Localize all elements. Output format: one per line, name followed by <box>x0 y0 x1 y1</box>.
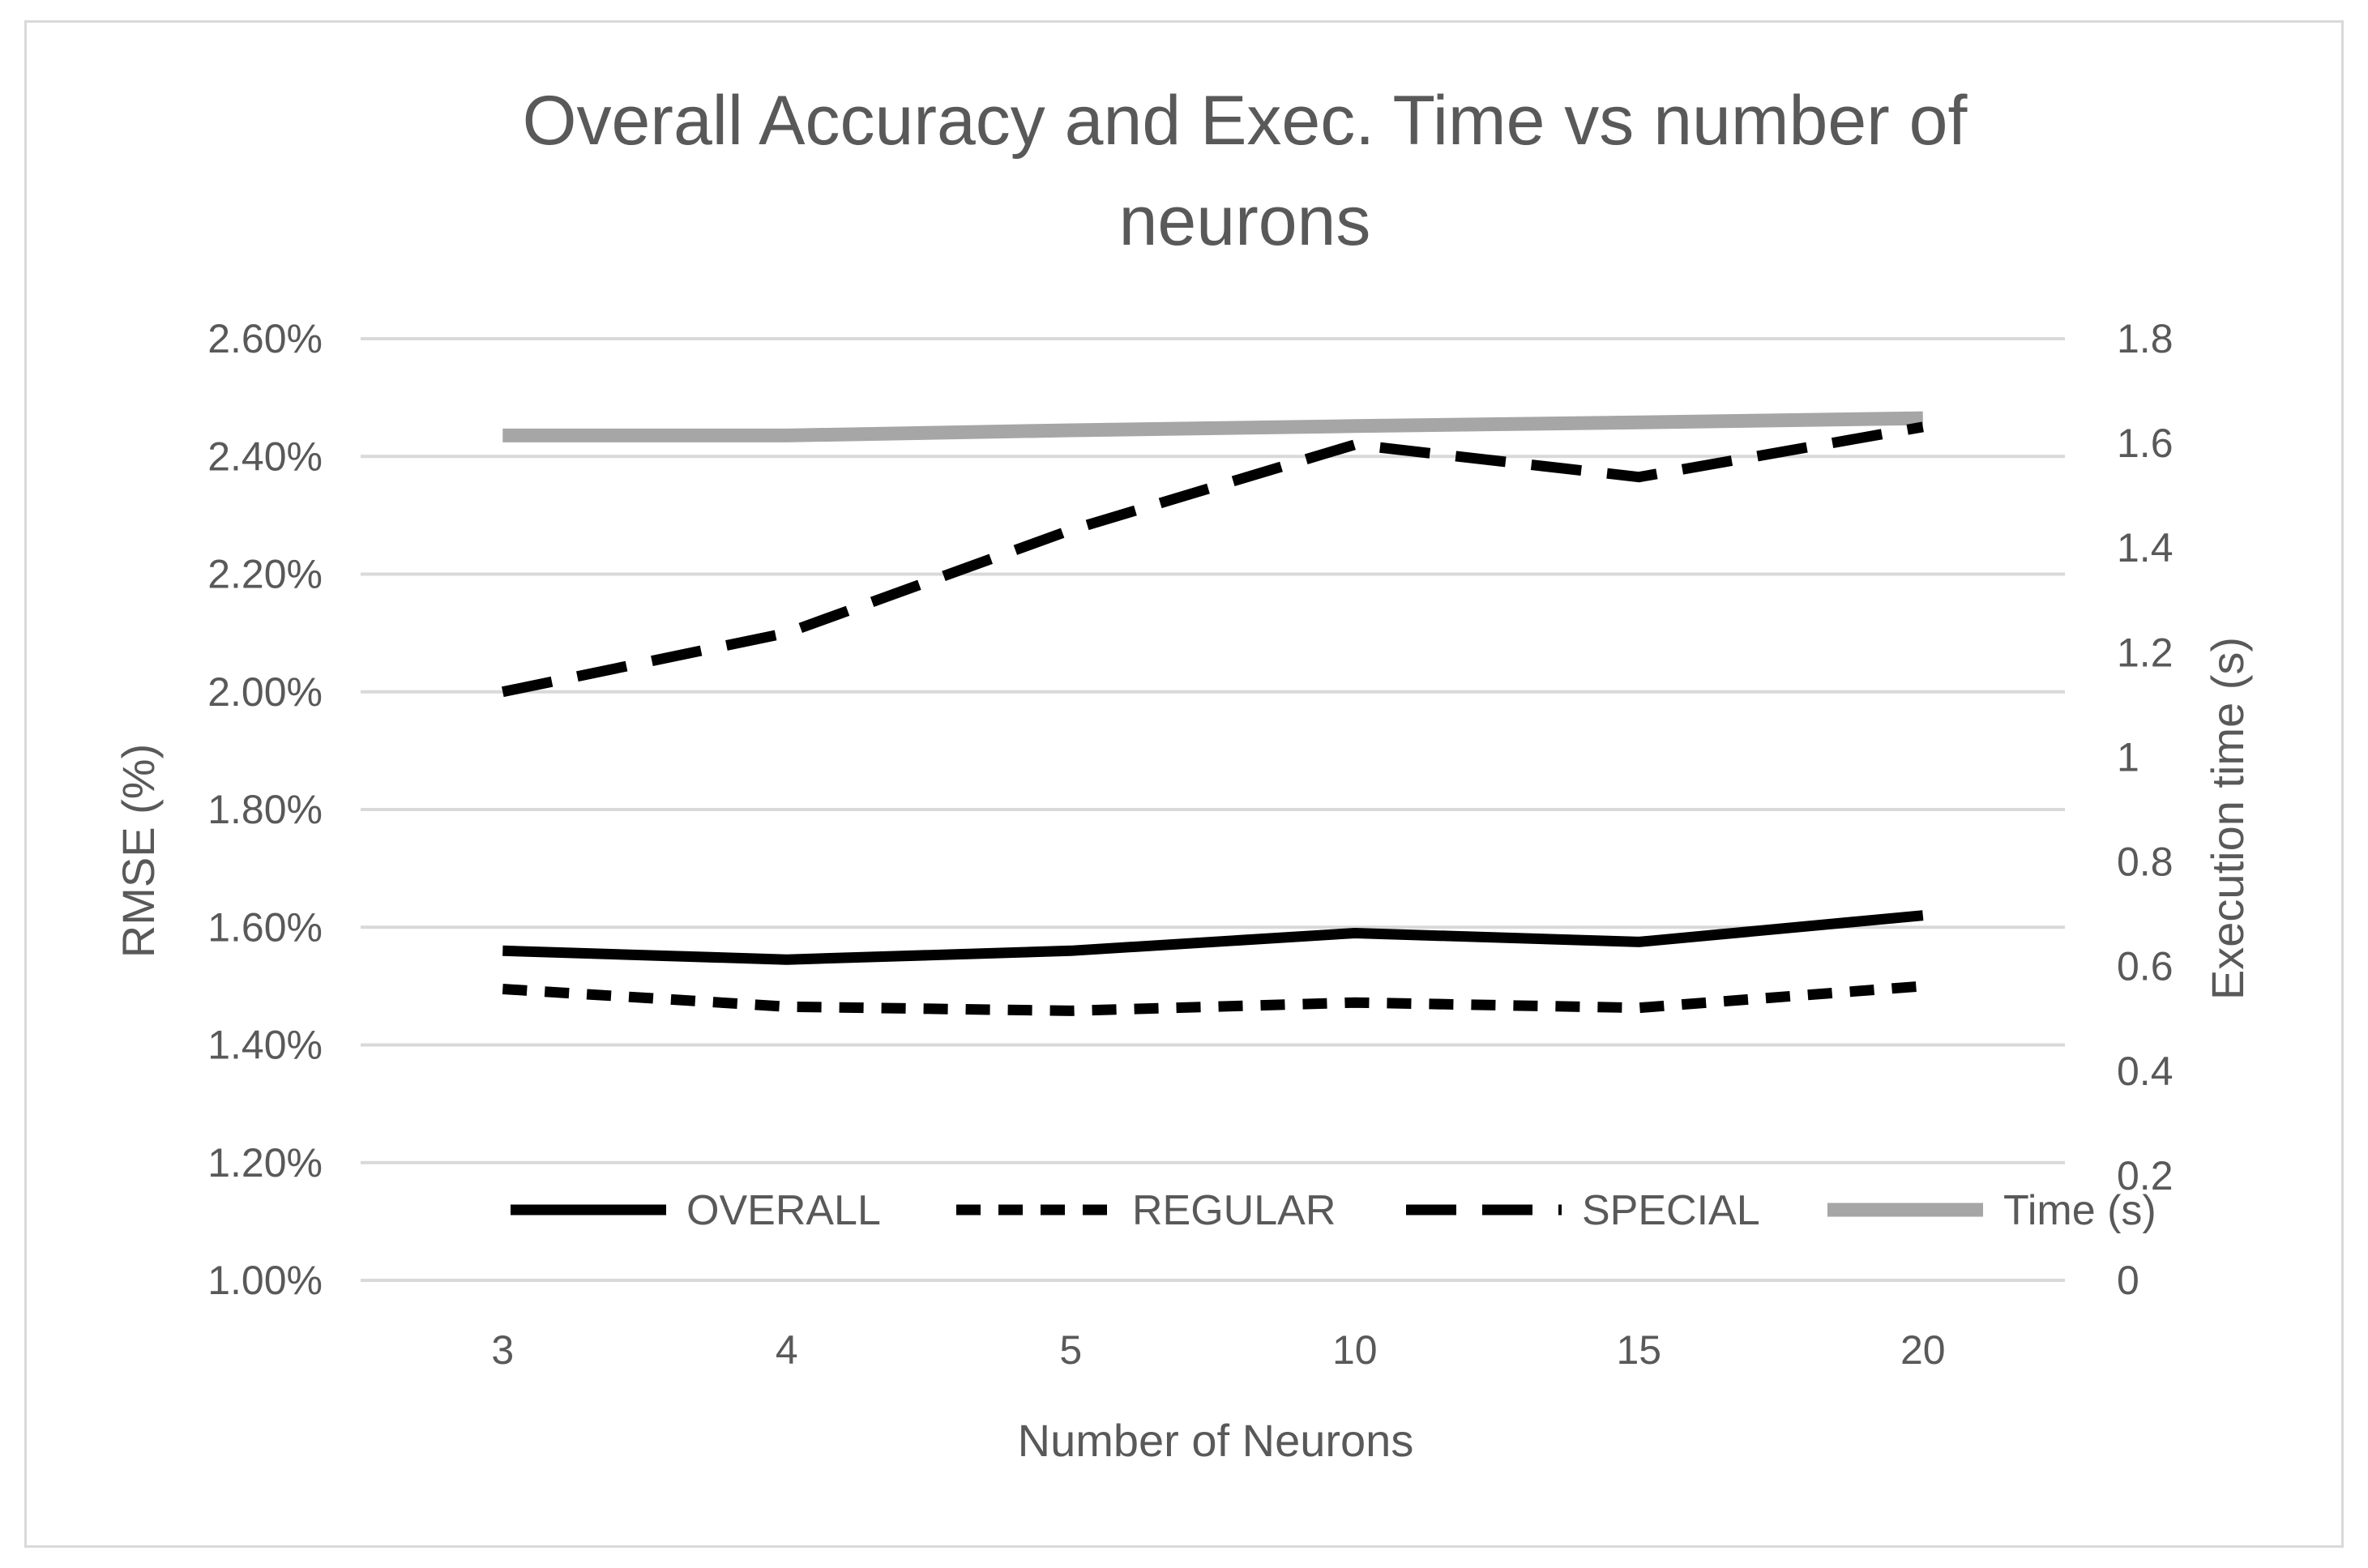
chart-frame <box>24 20 2344 1548</box>
legend-label-regular: REGULAR <box>1132 1187 1336 1234</box>
x-tick-label: 3 <box>491 1327 514 1373</box>
y-axis-tick-labels: 1.00% 1.20% 1.40% 1.60% 1.80% 2.00% 2.20% 2.40%… <box>207 316 323 1303</box>
y2-tick-label: 1.6 <box>2117 421 2174 466</box>
y-tick-label: 2.20% <box>207 552 323 597</box>
x-tick-label: 4 <box>776 1327 798 1373</box>
y-tick-label: 2.40% <box>207 434 323 479</box>
series-lines <box>501 411 1924 1016</box>
y-axis-title: RMSE (%) <box>113 744 164 958</box>
y-tick-label: 1.60% <box>207 904 323 950</box>
chart-title-line-2: neurons <box>1119 182 1371 260</box>
legend: OVERALL REGULAR SPECIAL Time (s) <box>511 1187 2156 1234</box>
y-tick-label: 2.00% <box>207 669 323 715</box>
x-axis-tick-labels: 3 4 5 10 15 20 <box>491 1327 1945 1373</box>
series-line-time-s <box>502 411 1923 442</box>
y-tick-label: 1.00% <box>207 1258 323 1303</box>
series-line-overall <box>502 910 1924 965</box>
y2-tick-label: 1.4 <box>2117 525 2174 570</box>
y2-tick-label: 1.2 <box>2117 630 2174 675</box>
y-tick-label: 1.20% <box>207 1140 323 1186</box>
y2-tick-label: 0.6 <box>2117 944 2174 989</box>
x-tick-label: 10 <box>1332 1327 1378 1373</box>
y2-tick-label: 0 <box>2117 1258 2139 1303</box>
legend-label-overall: OVERALL <box>686 1187 881 1234</box>
y2-tick-label: 0.2 <box>2117 1153 2174 1198</box>
series-line-special <box>501 421 1924 698</box>
y2-tick-label: 1 <box>2117 734 2139 780</box>
x-tick-label: 20 <box>1900 1327 1946 1373</box>
chart-title-line-1: Overall Accuracy and Exec. Time vs numbe… <box>523 82 1968 160</box>
legend-label-time-s: Time (s) <box>2003 1187 2156 1234</box>
y-tick-label: 2.60% <box>207 316 323 361</box>
y-tick-label: 1.80% <box>207 787 323 832</box>
gridlines <box>361 337 2065 1282</box>
series-line-regular <box>502 981 1924 1016</box>
y2-tick-label: 0.8 <box>2117 840 2174 885</box>
x-tick-label: 5 <box>1059 1327 1082 1373</box>
x-axis-title: Number of Neurons <box>1018 1415 1414 1466</box>
chart-title: Overall Accuracy and Exec. Time vs numbe… <box>523 82 1968 260</box>
x-tick-label: 15 <box>1616 1327 1661 1373</box>
y2-axis-tick-labels: 0 0.2 0.4 0.6 0.8 1 1.2 1.4 1.6 1.8 <box>2117 316 2174 1303</box>
y-tick-label: 1.40% <box>207 1023 323 1068</box>
y2-tick-label: 1.8 <box>2117 316 2174 361</box>
y2-tick-label: 0.4 <box>2117 1049 2174 1094</box>
y2-axis-title: Execution time (s) <box>2202 637 2253 1000</box>
legend-label-special: SPECIAL <box>1582 1187 1760 1234</box>
